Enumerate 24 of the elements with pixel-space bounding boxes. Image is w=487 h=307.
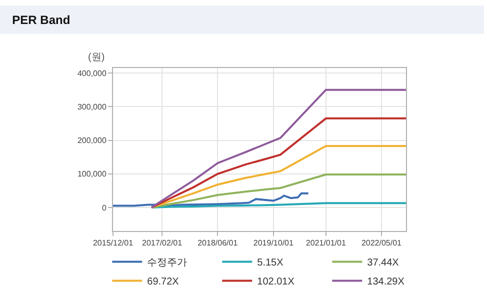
legend-label: 5.15X — [257, 258, 284, 269]
legend-label: 수정주가 — [147, 258, 188, 269]
legend-label: 102.01X — [257, 276, 295, 288]
x-tick-label: 2019/10/01 — [253, 238, 294, 248]
x-tick-label: 2022/05/01 — [361, 238, 402, 248]
x-tick-label: 2017/02/01 — [142, 238, 183, 248]
y-tick-label: 200,000 — [77, 136, 107, 146]
line-series — [150, 144, 406, 208]
y-tick-label: 100,000 — [77, 170, 107, 179]
x-tick-label: 2015/12/01 — [92, 238, 134, 248]
y-axis-title: (원) — [88, 52, 105, 63]
y-tick-label: 300,000 — [77, 102, 107, 112]
x-tick-label: 2018/06/01 — [198, 238, 238, 248]
chart-title: PER Band — [12, 13, 70, 28]
line-series — [150, 174, 406, 208]
line-series — [150, 117, 406, 208]
y-tick-label: 400,000 — [77, 68, 107, 78]
x-tick-label: 2021/01/01 — [306, 238, 346, 248]
y-tick-label: 0 — [102, 203, 107, 212]
legend-label: 134.29X — [367, 276, 405, 288]
legend-label: 37.44X — [367, 258, 400, 269]
line-series — [150, 88, 406, 208]
legend-label: 69.72X — [147, 276, 180, 288]
line-series — [113, 192, 310, 208]
